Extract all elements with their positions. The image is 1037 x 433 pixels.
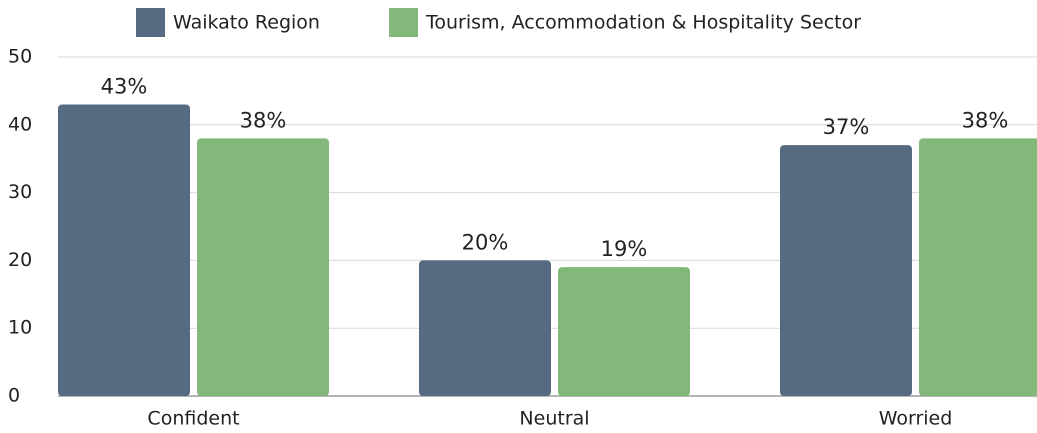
bar [419,260,551,396]
data-label: 20% [462,230,509,254]
bar [780,145,912,396]
data-label: 43% [101,74,148,98]
data-label: 37% [823,115,870,139]
y-tick-label: 30 [8,181,32,203]
data-label: 38% [962,108,1009,132]
x-tick-label: Neutral [519,408,589,430]
data-label: 19% [601,237,648,261]
legend-swatch [389,8,418,37]
x-tick-label: Worried [879,408,953,430]
legend-label: Tourism, Accommodation & Hospitality Sec… [425,12,861,34]
y-tick-label: 0 [8,385,20,407]
bar [919,138,1037,396]
bar [197,138,329,397]
data-label: 38% [240,108,287,132]
y-tick-label: 20 [8,249,32,271]
y-tick-label: 50 [8,46,32,68]
bar [58,104,190,397]
legend-swatch [136,8,165,37]
x-tick-label: Confident [147,408,239,430]
legend-label: Waikato Region [173,12,320,34]
y-tick-label: 40 [8,113,32,135]
y-tick-label: 10 [8,317,32,339]
bar [558,267,690,396]
